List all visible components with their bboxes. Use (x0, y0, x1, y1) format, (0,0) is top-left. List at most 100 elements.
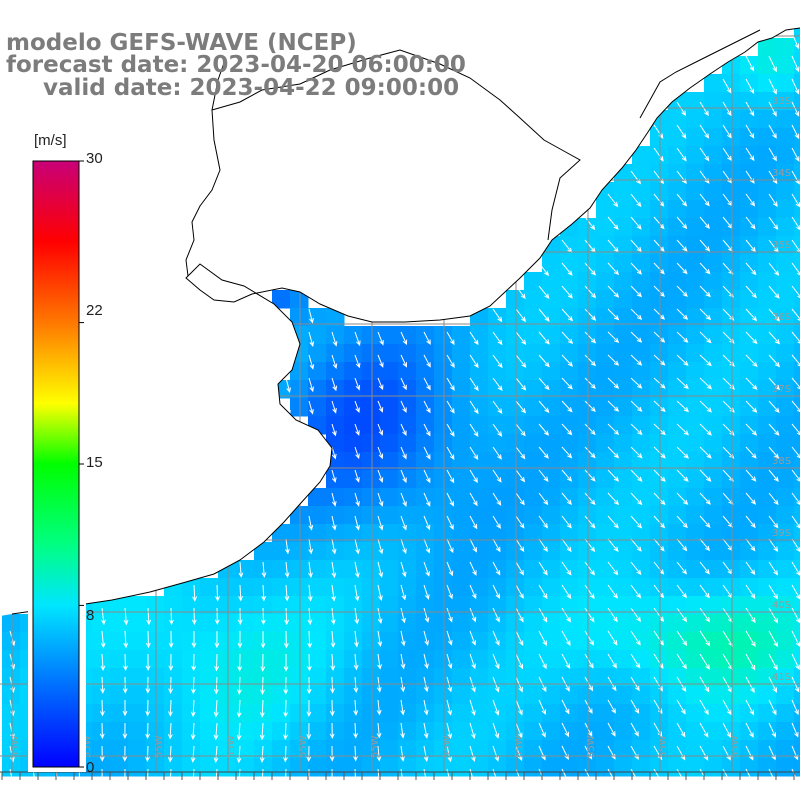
wind-cell (722, 254, 741, 273)
wind-cell (344, 722, 363, 741)
wind-cell (542, 650, 561, 669)
wind-arrow (676, 722, 686, 738)
wind-cell (488, 506, 507, 525)
wind-arrow (768, 124, 777, 139)
wind-cell (362, 596, 381, 615)
wind-cell (506, 686, 525, 705)
wind-cell (578, 668, 597, 687)
wind-cell (722, 578, 741, 597)
wind-cell (776, 470, 795, 489)
wind-cell (452, 470, 471, 489)
wind-cell (650, 632, 669, 651)
colorbar (28, 150, 86, 772)
wind-cell (380, 668, 399, 687)
wind-cell (506, 308, 525, 327)
wind-arrow (722, 78, 732, 94)
wind-cell (704, 524, 723, 543)
wind-arrow (354, 492, 360, 507)
wind-cell (542, 578, 561, 597)
wind-cell (704, 182, 723, 201)
wind-cell (146, 686, 165, 705)
wind-cell (776, 110, 795, 129)
wind-arrow (237, 653, 243, 672)
wind-arrow (607, 400, 620, 412)
wind-cell (290, 308, 309, 327)
wind-arrow (283, 654, 289, 672)
lon-label: 55W (370, 735, 381, 758)
wind-cell (560, 362, 579, 381)
wind-cell (146, 614, 165, 633)
wind-cell (650, 272, 669, 291)
wind-cell (614, 470, 633, 489)
wind-cell (758, 524, 777, 543)
wind-cell (542, 560, 561, 579)
wind-cell (290, 398, 309, 417)
wind-cell (398, 506, 417, 525)
wind-cell (380, 398, 399, 417)
wind-arrow (469, 377, 479, 392)
wind-cell (308, 344, 327, 363)
wind-arrow (515, 561, 524, 576)
wind-cell (452, 704, 471, 723)
wind-cell (704, 470, 723, 489)
wind-arrow (423, 492, 431, 507)
wind-cell (524, 344, 543, 363)
wind-cell (560, 434, 579, 453)
wind-cell (758, 488, 777, 507)
wind-cell (110, 740, 129, 759)
wind-cell (398, 632, 417, 651)
wind-cell (776, 596, 795, 615)
wind-cell (758, 254, 777, 273)
wind-cell (668, 326, 687, 345)
wind-arrow (699, 331, 712, 344)
wind-arrow (538, 446, 549, 459)
wind-arrow (676, 630, 688, 647)
wind-arrow (515, 699, 523, 716)
wind-cell (488, 722, 507, 741)
wind-cell (506, 326, 525, 345)
wind-cell (740, 200, 759, 219)
wind-cell (686, 524, 705, 543)
wind-cell (776, 722, 795, 741)
wind-arrow (676, 699, 686, 715)
wind-cell (362, 380, 381, 399)
wind-cell (686, 416, 705, 435)
wind-cell (650, 488, 669, 507)
wind-cell (380, 506, 399, 525)
wind-arrow (515, 722, 523, 739)
wind-cell (668, 452, 687, 471)
wind-cell (416, 488, 435, 507)
wind-arrow (538, 722, 546, 738)
wind-cell (596, 434, 615, 453)
wind-cell (362, 704, 381, 723)
wind-cell (740, 146, 759, 165)
wind-cell (470, 578, 489, 597)
wind-arrow (145, 699, 151, 717)
wind-cell (524, 560, 543, 579)
wind-cell (452, 614, 471, 633)
wind-cell (236, 740, 255, 759)
wind-arrow (561, 768, 569, 783)
wind-arrow (745, 262, 757, 276)
wind-cell (614, 380, 633, 399)
wind-arrow (699, 147, 710, 162)
wind-arrow (699, 446, 712, 459)
wind-cell (614, 650, 633, 669)
wind-cell (146, 650, 165, 669)
wind-cell (560, 560, 579, 579)
wind-arrow (538, 262, 550, 277)
wind-cell (542, 632, 561, 651)
wind-cell (596, 740, 615, 759)
wind-cell (344, 758, 363, 777)
wind-arrow (377, 492, 384, 507)
wind-cell (668, 722, 687, 741)
wind-cell (632, 506, 651, 525)
wind-cell (488, 740, 507, 759)
wind-cell (92, 758, 111, 777)
wind-cell (236, 578, 255, 597)
wind-cell (758, 74, 777, 93)
wind-cell (470, 668, 489, 687)
wind-cell (686, 380, 705, 399)
wind-arrow (676, 216, 688, 230)
